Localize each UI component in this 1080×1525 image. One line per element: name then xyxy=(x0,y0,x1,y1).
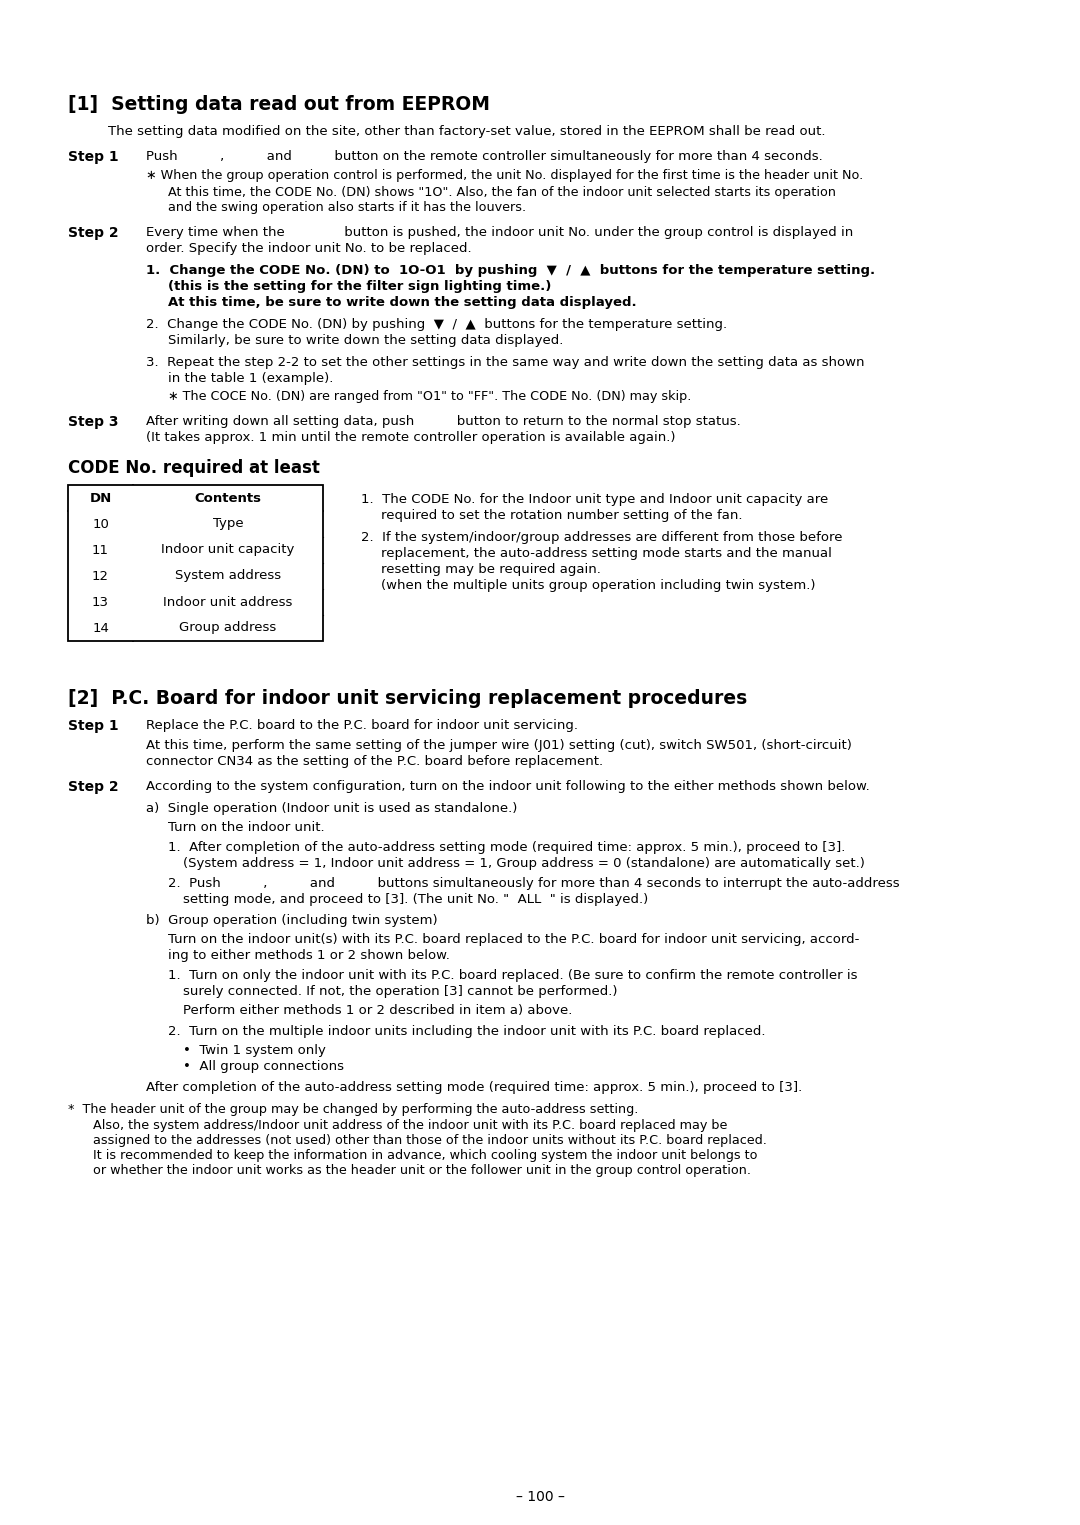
Text: At this time, the CODE No. (DN) shows "1O". Also, the fan of the indoor unit sel: At this time, the CODE No. (DN) shows "1… xyxy=(168,186,836,198)
Text: ∗ The COCE No. (DN) are ranged from "O1" to "FF". The CODE No. (DN) may skip.: ∗ The COCE No. (DN) are ranged from "O1"… xyxy=(168,390,691,403)
Text: a)  Single operation (Indoor unit is used as standalone.): a) Single operation (Indoor unit is used… xyxy=(146,802,517,814)
Text: Step 3: Step 3 xyxy=(68,415,119,429)
Text: System address: System address xyxy=(175,569,281,583)
Text: 2.  Push          ,          and          buttons simultaneously for more than 4: 2. Push , and buttons simultaneously for… xyxy=(168,877,900,891)
Text: Turn on the indoor unit.: Turn on the indoor unit. xyxy=(168,820,325,834)
Text: *  The header unit of the group may be changed by performing the auto-address se: * The header unit of the group may be ch… xyxy=(68,1103,638,1116)
Text: surely connected. If not, the operation [3] cannot be performed.): surely connected. If not, the operation … xyxy=(183,985,618,997)
Text: Step 2: Step 2 xyxy=(68,226,119,239)
Text: Indoor unit capacity: Indoor unit capacity xyxy=(161,543,295,557)
Text: 1.  After completion of the auto-address setting mode (required time: approx. 5 : 1. After completion of the auto-address … xyxy=(168,840,846,854)
Text: (when the multiple units group operation including twin system.): (when the multiple units group operation… xyxy=(381,580,815,592)
Text: [1]  Setting data read out from EEPROM: [1] Setting data read out from EEPROM xyxy=(68,95,490,114)
Text: ∗ When the group operation control is performed, the unit No. displayed for the : ∗ When the group operation control is pe… xyxy=(146,169,863,181)
Text: After writing down all setting data, push          button to return to the norma: After writing down all setting data, pus… xyxy=(146,415,741,429)
Text: or whether the indoor unit works as the header unit or the follower unit in the : or whether the indoor unit works as the … xyxy=(93,1164,751,1177)
Text: 14: 14 xyxy=(92,622,109,634)
Text: Similarly, be sure to write down the setting data displayed.: Similarly, be sure to write down the set… xyxy=(168,334,564,348)
Text: According to the system configuration, turn on the indoor unit following to the : According to the system configuration, t… xyxy=(146,779,869,793)
Text: 2.  Change the CODE No. (DN) by pushing  ▼  /  ▲  buttons for the temperature se: 2. Change the CODE No. (DN) by pushing ▼… xyxy=(146,319,727,331)
Text: resetting may be required again.: resetting may be required again. xyxy=(381,563,600,576)
Text: ing to either methods 1 or 2 shown below.: ing to either methods 1 or 2 shown below… xyxy=(168,949,450,962)
Text: assigned to the addresses (not used) other than those of the indoor units withou: assigned to the addresses (not used) oth… xyxy=(93,1135,767,1147)
Text: 11: 11 xyxy=(92,543,109,557)
Text: After completion of the auto-address setting mode (required time: approx. 5 min.: After completion of the auto-address set… xyxy=(146,1081,802,1093)
Bar xyxy=(68,485,323,640)
Text: CODE No. required at least: CODE No. required at least xyxy=(68,459,320,477)
Text: Step 2: Step 2 xyxy=(68,779,119,795)
Text: •  Twin 1 system only: • Twin 1 system only xyxy=(183,1045,326,1057)
Text: Group address: Group address xyxy=(179,622,276,634)
Text: b)  Group operation (including twin system): b) Group operation (including twin syste… xyxy=(146,913,437,927)
Text: and the swing operation also starts if it has the louvers.: and the swing operation also starts if i… xyxy=(168,201,526,214)
Text: The setting data modified on the site, other than factory-set value, stored in t: The setting data modified on the site, o… xyxy=(108,125,825,137)
Text: – 100 –: – 100 – xyxy=(515,1490,565,1504)
Text: required to set the rotation number setting of the fan.: required to set the rotation number sett… xyxy=(381,509,743,522)
Text: in the table 1 (example).: in the table 1 (example). xyxy=(168,372,334,384)
Text: Replace the P.C. board to the P.C. board for indoor unit servicing.: Replace the P.C. board to the P.C. board… xyxy=(146,718,578,732)
Text: connector CN34 as the setting of the P.C. board before replacement.: connector CN34 as the setting of the P.C… xyxy=(146,755,603,769)
Text: Indoor unit address: Indoor unit address xyxy=(163,595,293,608)
Text: Perform either methods 1 or 2 described in item a) above.: Perform either methods 1 or 2 described … xyxy=(183,1003,572,1017)
Text: DN: DN xyxy=(90,491,111,505)
Text: 13: 13 xyxy=(92,595,109,608)
Text: 1.  Turn on only the indoor unit with its P.C. board replaced. (Be sure to confi: 1. Turn on only the indoor unit with its… xyxy=(168,968,858,982)
Text: replacement, the auto-address setting mode starts and the manual: replacement, the auto-address setting mo… xyxy=(381,547,832,560)
Text: order. Specify the indoor unit No. to be replaced.: order. Specify the indoor unit No. to be… xyxy=(146,242,472,255)
Text: •  All group connections: • All group connections xyxy=(183,1060,345,1074)
Text: 3.  Repeat the step 2-2 to set the other settings in the same way and write down: 3. Repeat the step 2-2 to set the other … xyxy=(146,355,864,369)
Text: Step 1: Step 1 xyxy=(68,149,119,165)
Text: Step 1: Step 1 xyxy=(68,718,119,734)
Text: (It takes approx. 1 min until the remote controller operation is available again: (It takes approx. 1 min until the remote… xyxy=(146,432,675,444)
Text: 2.  If the system/indoor/group addresses are different from those before: 2. If the system/indoor/group addresses … xyxy=(361,531,842,544)
Text: It is recommended to keep the information in advance, which cooling system the i: It is recommended to keep the informatio… xyxy=(93,1148,757,1162)
Text: Push          ,          and          button on the remote controller simultaneo: Push , and button on the remote controll… xyxy=(146,149,823,163)
Text: Every time when the              button is pushed, the indoor unit No. under the: Every time when the button is pushed, th… xyxy=(146,226,853,239)
Text: 2.  Turn on the multiple indoor units including the indoor unit with its P.C. bo: 2. Turn on the multiple indoor units inc… xyxy=(168,1025,766,1039)
Text: (System address = 1, Indoor unit address = 1, Group address = 0 (standalone) are: (System address = 1, Indoor unit address… xyxy=(183,857,865,869)
Text: At this time, perform the same setting of the jumper wire (J01) setting (cut), s: At this time, perform the same setting o… xyxy=(146,740,852,752)
Text: Also, the system address/Indoor unit address of the indoor unit with its P.C. bo: Also, the system address/Indoor unit add… xyxy=(93,1119,727,1132)
Text: 1.  The CODE No. for the Indoor unit type and Indoor unit capacity are: 1. The CODE No. for the Indoor unit type… xyxy=(361,493,828,506)
Text: [2]  P.C. Board for indoor unit servicing replacement procedures: [2] P.C. Board for indoor unit servicing… xyxy=(68,689,747,708)
Text: Turn on the indoor unit(s) with its P.C. board replaced to the P.C. board for in: Turn on the indoor unit(s) with its P.C.… xyxy=(168,933,860,946)
Text: setting mode, and proceed to [3]. (The unit No. "  ALL  " is displayed.): setting mode, and proceed to [3]. (The u… xyxy=(183,894,648,906)
Text: At this time, be sure to write down the setting data displayed.: At this time, be sure to write down the … xyxy=(168,296,636,310)
Text: 10: 10 xyxy=(92,517,109,531)
Text: 12: 12 xyxy=(92,569,109,583)
Text: Type: Type xyxy=(213,517,243,531)
Text: (this is the setting for the filter sign lighting time.): (this is the setting for the filter sign… xyxy=(168,281,552,293)
Text: Contents: Contents xyxy=(194,491,261,505)
Text: 1.  Change the CODE No. (DN) to  1O-O1  by pushing  ▼  /  ▲  buttons for the tem: 1. Change the CODE No. (DN) to 1O-O1 by … xyxy=(146,264,875,278)
